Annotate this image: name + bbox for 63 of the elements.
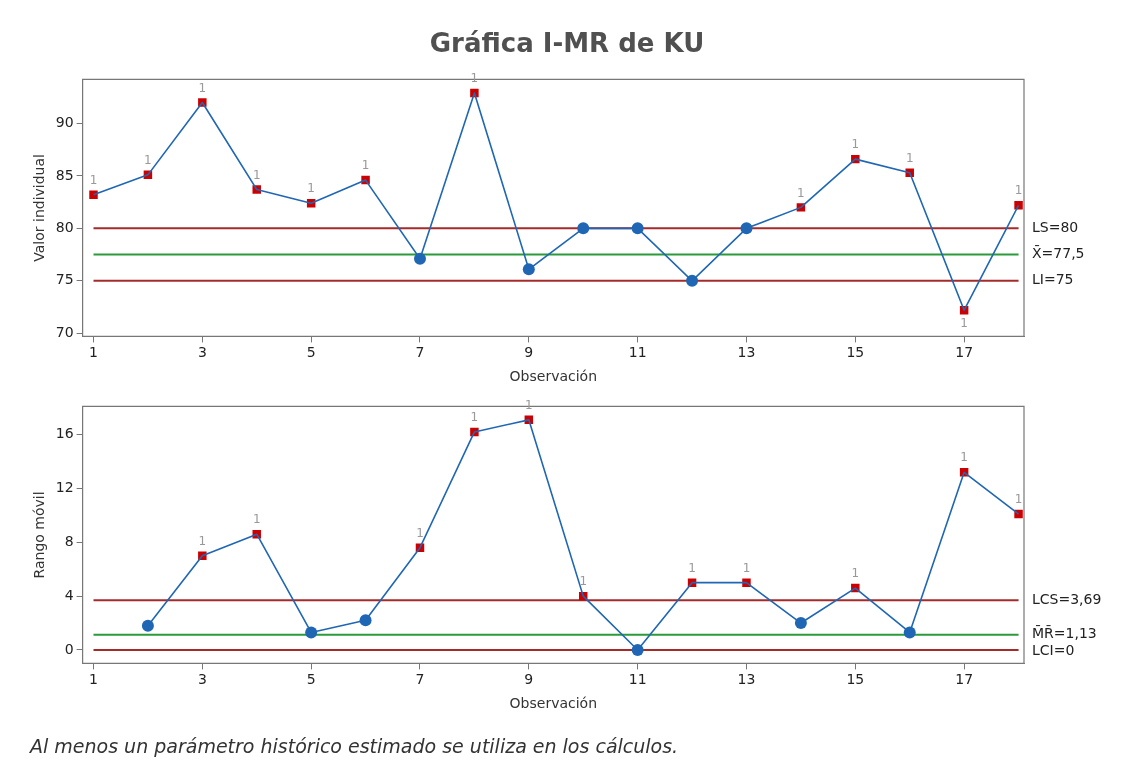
annotation: 1 (470, 410, 479, 425)
x-tick-label: 3 (197, 671, 207, 688)
annotation: 1 (960, 316, 968, 331)
x-tick-label: 11 (628, 671, 647, 688)
y-tick-label: 90 (55, 114, 74, 131)
text: Al menos un parámetro histórico estimado se utiliza en los cálculos. (30, 735, 679, 757)
x-tick-label: 7 (415, 344, 425, 361)
x-tick-label: 9 (524, 344, 534, 361)
ref-line-label: LS=80 (1032, 219, 1079, 235)
y-tick-label: 0 (64, 640, 74, 657)
x-tick-label: 17 (955, 344, 974, 361)
ref-line-label: LI=75 (1032, 271, 1074, 288)
annotation: 1 (742, 560, 751, 575)
annotation: 1 (416, 525, 424, 540)
annotation: 1 (198, 80, 207, 95)
y-tick-label: 85 (55, 166, 74, 183)
x-tick-label: 15 (846, 671, 865, 688)
annotation: 1 (252, 512, 261, 527)
annotation: 1 (851, 137, 860, 152)
y-tick-label: 80 (55, 219, 74, 235)
annotation: 1 (198, 533, 207, 548)
x-tick-label: 5 (306, 671, 316, 688)
annotation: 1 (579, 574, 588, 589)
annotation: 1 (144, 152, 152, 167)
y-axis-title: Rango móvil (31, 491, 48, 579)
ref-line-label: LCI=0 (1032, 642, 1075, 659)
x-axis-title: Observación (509, 695, 598, 712)
x-tick-label: 1 (89, 671, 98, 688)
y-tick-label: 75 (55, 271, 74, 288)
point (141, 619, 154, 632)
x-tick-label: 9 (524, 671, 534, 688)
y-axis-title: Valor individual (31, 154, 48, 262)
x-tick-label: 13 (737, 344, 756, 361)
x-tick-label: 13 (737, 671, 756, 688)
ref-line-label: X̄=77,5 (1032, 244, 1085, 262)
annotation: 1 (252, 167, 261, 182)
annotation: 1 (361, 158, 370, 173)
annotation: 1 (470, 71, 479, 86)
x-tick-label: 7 (415, 671, 425, 688)
x-tick-label: 15 (846, 344, 865, 361)
annotation: 1 (307, 181, 315, 196)
annotation: 1 (797, 185, 805, 200)
x-tick-label: 11 (628, 344, 647, 361)
annotation: 1 (688, 560, 696, 575)
annotation: 1 (1014, 492, 1023, 507)
y-tick-label: 8 (64, 532, 74, 549)
y-tick-label: 16 (55, 425, 74, 442)
x-axis-title: Observación (509, 368, 598, 385)
x-tick-label: 1 (89, 344, 98, 361)
x-tick-label: 5 (306, 344, 316, 361)
annotation: 1 (960, 450, 968, 465)
ref-line-label: LCS=3,69 (1032, 590, 1102, 607)
y-tick-label: 4 (64, 586, 74, 603)
annotation: 1 (851, 566, 860, 581)
x-tick-label: 17 (955, 671, 974, 688)
y-tick-label: 70 (55, 323, 74, 340)
x-tick-label: 3 (197, 344, 207, 361)
ref-line-label: M̄R̄=1,13 (1032, 624, 1097, 642)
annotation: 1 (905, 150, 914, 165)
annotation: 1 (89, 172, 98, 187)
y-tick-label: 12 (55, 479, 74, 496)
chart-title: Gráfica I-MR de KU (428, 28, 706, 58)
annotation: 1 (1014, 183, 1023, 198)
